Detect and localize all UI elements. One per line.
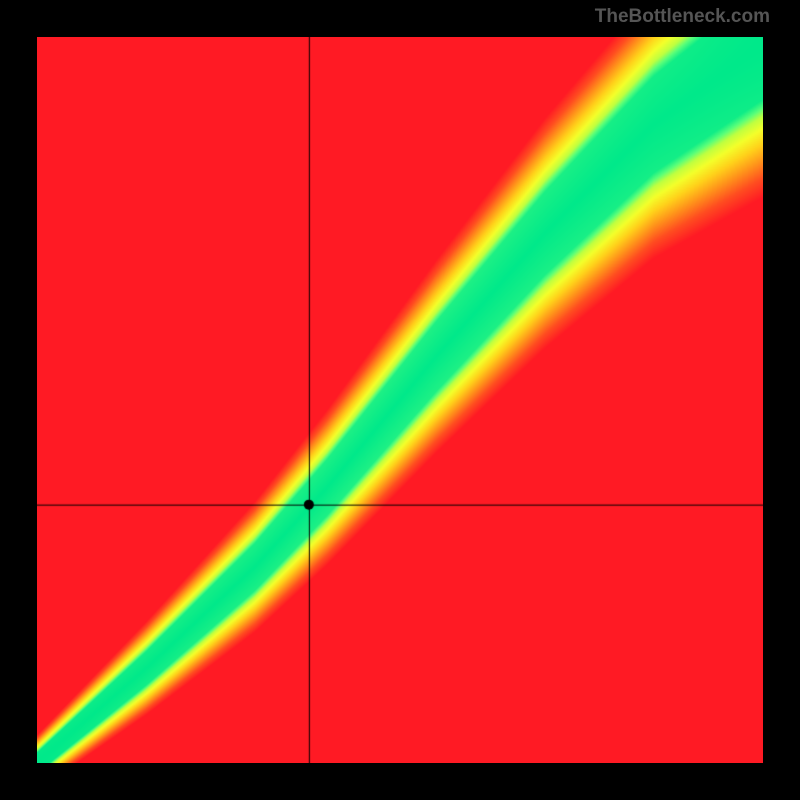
- plot-area: [37, 37, 763, 763]
- heatmap-canvas: [37, 37, 763, 763]
- frame: TheBottleneck.com: [0, 0, 800, 800]
- watermark-text: TheBottleneck.com: [595, 6, 770, 28]
